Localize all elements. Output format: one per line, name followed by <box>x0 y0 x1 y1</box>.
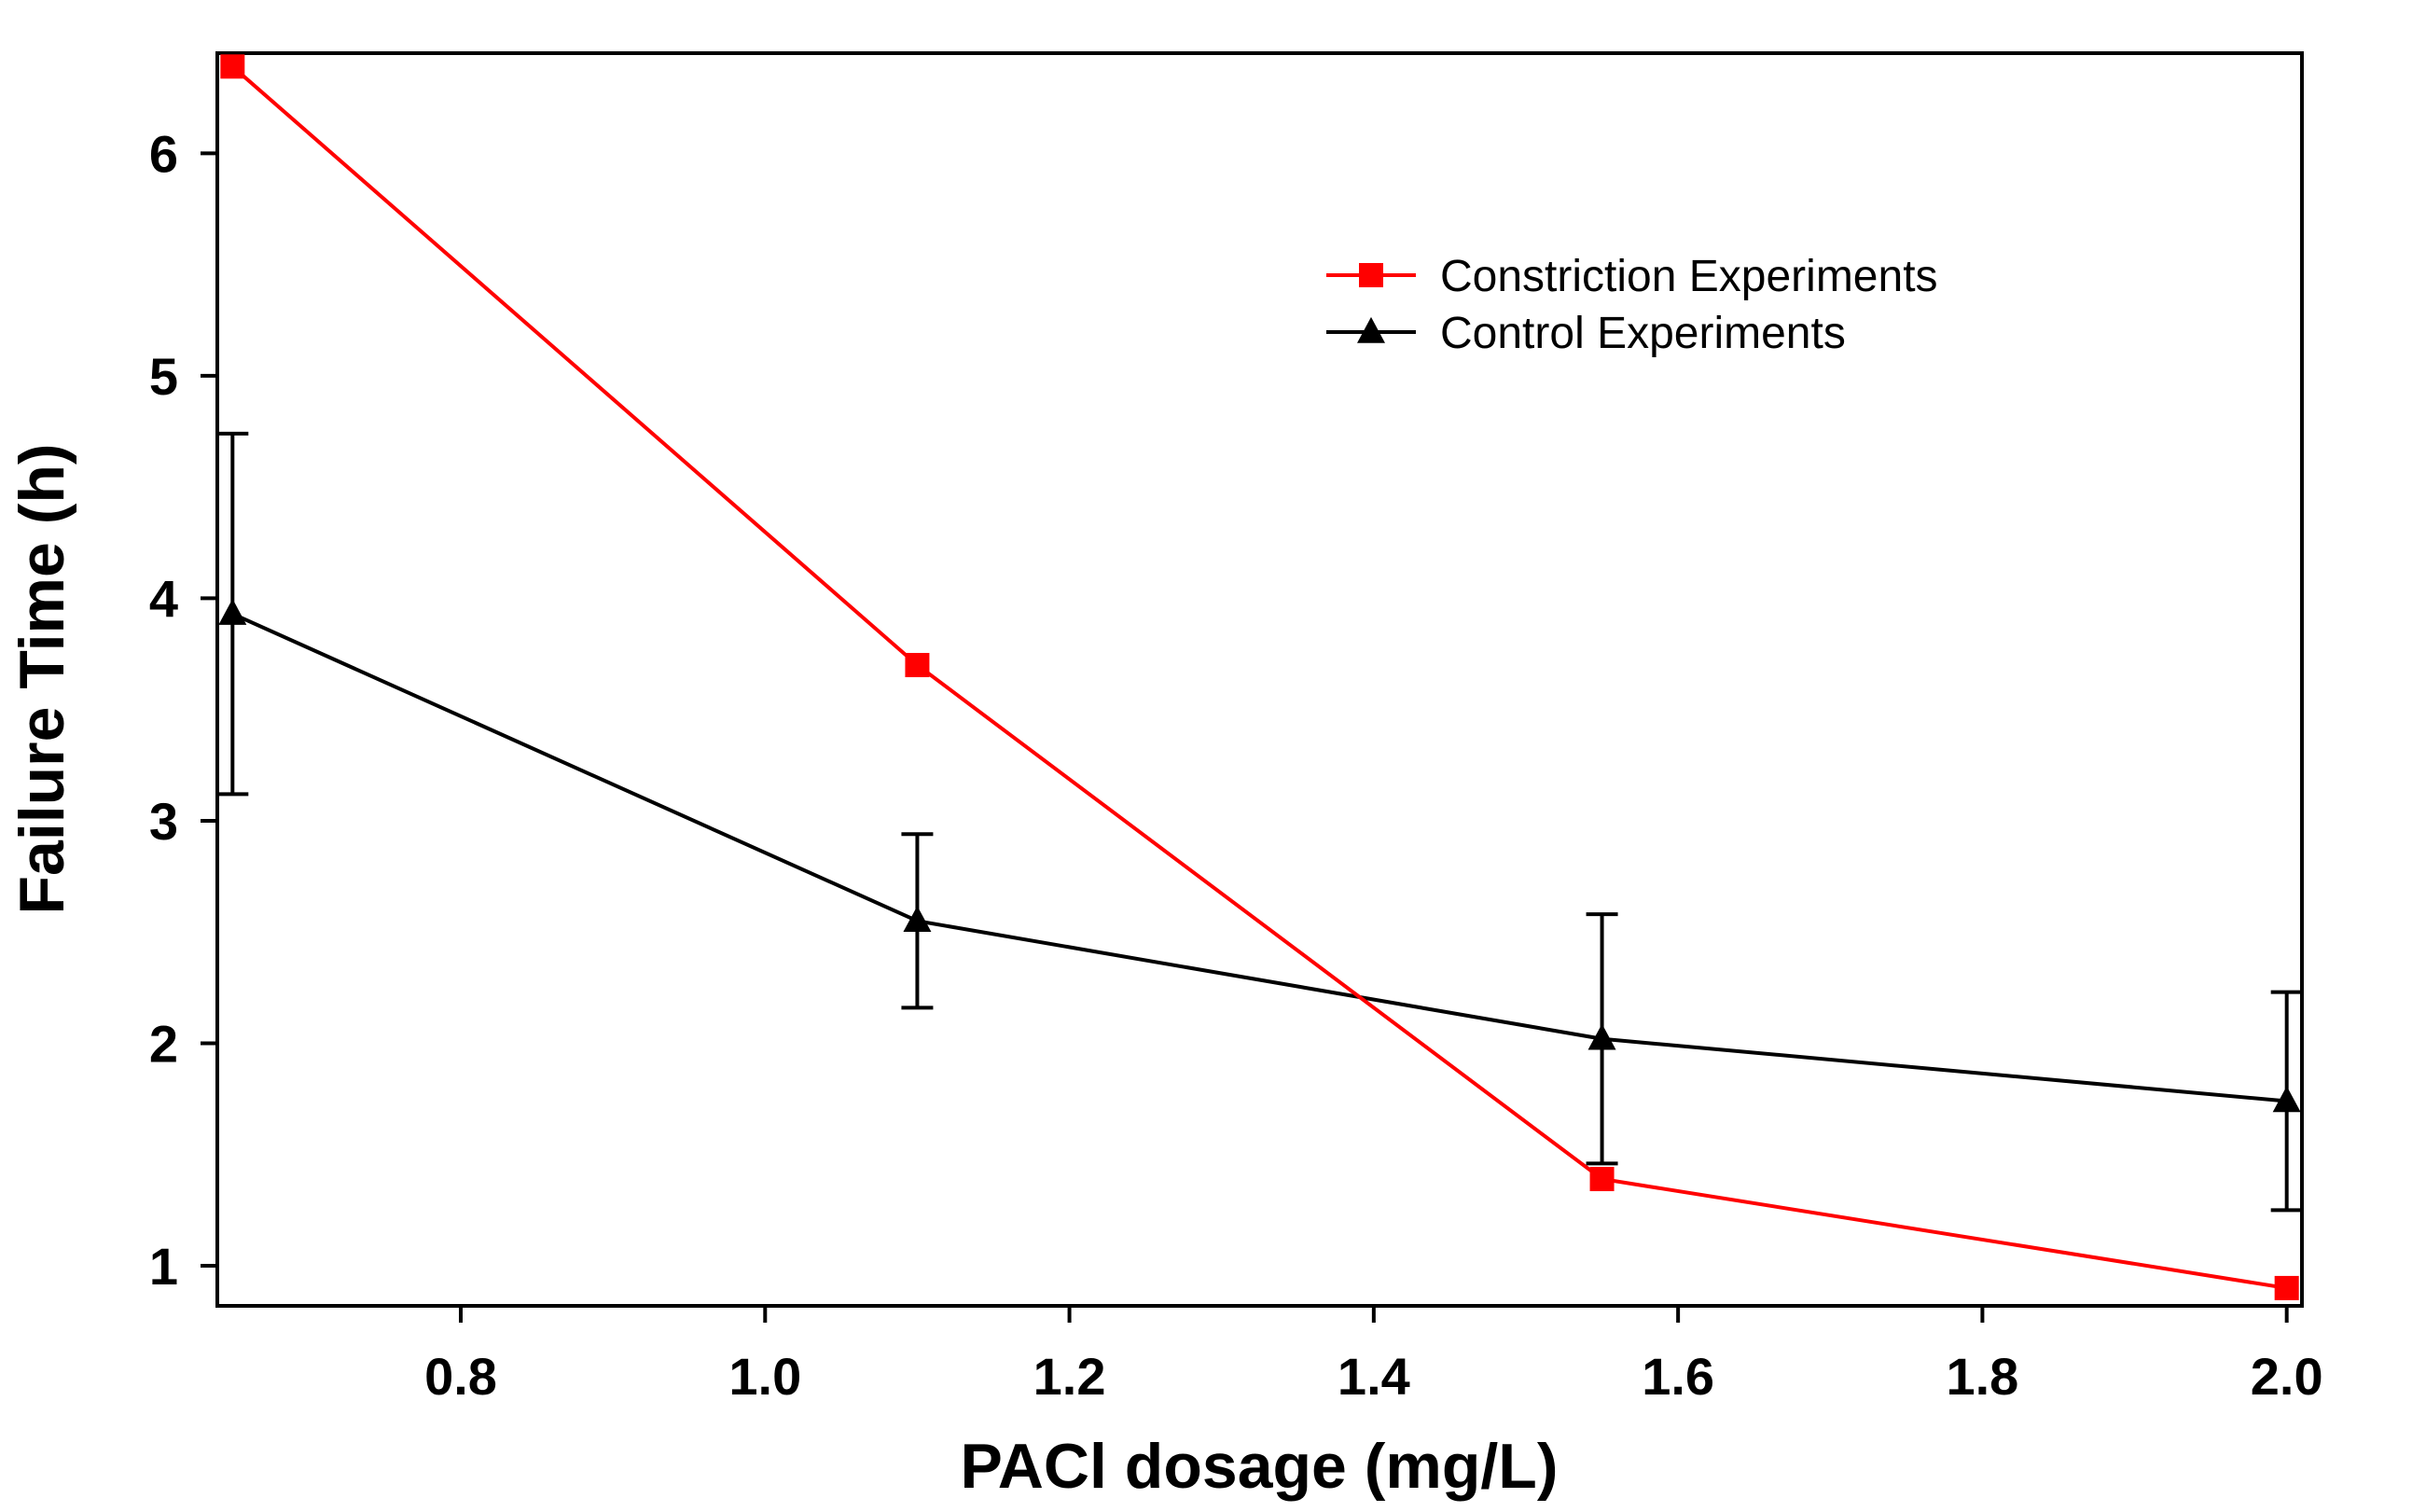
x-axis: 0.8 1.0 1.2 1.4 1.6 1.8 2.0 <box>424 1306 2323 1406</box>
legend-item: Constriction Experiments <box>1326 252 1938 301</box>
data-point <box>905 652 930 677</box>
x-tick-label: 2.0 <box>2251 1347 2323 1406</box>
y-tick-label: 5 <box>149 347 178 406</box>
x-tick-label: 1.4 <box>1338 1347 1410 1406</box>
legend-label: Constriction Experiments <box>1440 252 1938 301</box>
data-point <box>218 599 247 625</box>
data-point <box>2272 1086 2301 1113</box>
y-axis-title: Failure Time (h) <box>7 443 77 914</box>
legend-item: Control Experiments <box>1326 309 1846 358</box>
series-control <box>216 431 2303 1213</box>
x-tick-label: 1.2 <box>1033 1347 1106 1406</box>
x-tick-label: 1.8 <box>1946 1347 2018 1406</box>
data-point <box>220 54 245 79</box>
plot-frame <box>215 51 2304 1308</box>
y-tick-label: 3 <box>149 792 178 851</box>
data-point <box>903 906 932 933</box>
data-point <box>1589 1167 1615 1192</box>
y-tick-label: 1 <box>149 1237 178 1296</box>
legend-marker <box>1359 263 1383 287</box>
series-constriction <box>220 54 2299 1300</box>
series-line <box>230 64 2288 1290</box>
y-tick-label: 6 <box>149 124 178 183</box>
y-tick-label: 4 <box>149 569 178 628</box>
y-tick-label: 2 <box>149 1015 178 1074</box>
legend: Constriction Experiments Control Experime… <box>1326 252 1938 358</box>
x-tick-label: 0.8 <box>424 1347 497 1406</box>
x-axis-title: PACl dosage (mg/L) <box>961 1431 1559 1502</box>
x-tick-label: 1.0 <box>728 1347 801 1406</box>
series-layer <box>216 54 2303 1300</box>
legend-marker <box>1357 316 1385 343</box>
series-line <box>231 612 2287 1103</box>
y-axis: 1 2 3 4 5 6 <box>149 124 217 1296</box>
x-tick-label: 1.6 <box>1642 1347 1714 1406</box>
data-point <box>2274 1275 2299 1300</box>
legend-label: Control Experiments <box>1440 309 1846 358</box>
data-point <box>1587 1023 1616 1050</box>
